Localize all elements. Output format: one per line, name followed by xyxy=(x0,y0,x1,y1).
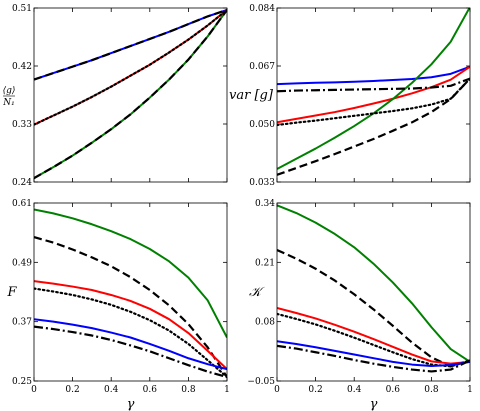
series-line-2 xyxy=(34,9,227,126)
series-line-5 xyxy=(277,77,470,176)
y-tick-label: 0.067 xyxy=(249,62,275,72)
x-tick-label: 1 xyxy=(224,385,230,395)
plot-frame xyxy=(276,202,471,382)
x-tick-label: 0 xyxy=(274,385,280,395)
series-line-3 xyxy=(34,8,227,126)
y-tick-label: 0.61 xyxy=(12,199,32,209)
x-tick-label: 0.6 xyxy=(143,385,158,395)
series-line-2 xyxy=(277,8,470,170)
plot-frame xyxy=(276,7,471,183)
series-line-2 xyxy=(277,307,470,365)
y-tick-label: 0.33 xyxy=(12,120,32,130)
y-tick-label: 0.42 xyxy=(12,62,32,72)
series-line-0 xyxy=(34,208,227,338)
series-group xyxy=(277,204,470,373)
series-group xyxy=(277,8,470,176)
y-tick-label: 0.25 xyxy=(12,377,32,387)
series-line-5 xyxy=(34,9,227,180)
series-line-4 xyxy=(34,9,227,179)
y-tick-label: 0.08 xyxy=(255,318,275,328)
series-line-1 xyxy=(34,8,227,81)
panel-bottom-right: −0.05 0.08 0.21 0.34 0 0.2 0.4 0.6 0.8 1 γ 𝒦 xyxy=(247,199,472,411)
series-line-3 xyxy=(34,287,227,379)
series-line-4 xyxy=(34,318,227,371)
y-tick-label: 0.51 xyxy=(12,4,32,14)
y-tick-label: 0.24 xyxy=(12,178,32,188)
y-tick-label: −0.05 xyxy=(247,377,275,387)
series-line-3 xyxy=(277,77,470,93)
y-axis-label-numerator: ⟨g⟩ xyxy=(3,86,16,96)
x-axis-label: γ xyxy=(127,397,135,411)
series-group xyxy=(34,208,227,379)
panel-top-left: 0.24 0.33 0.42 0.51 ⟨g⟩ N₁ xyxy=(2,4,228,188)
x-tick-label: 0.2 xyxy=(308,385,322,395)
y-axis-label-denominator: N₁ xyxy=(2,98,14,108)
x-tick-label: 0.6 xyxy=(386,385,401,395)
series-group xyxy=(34,8,227,180)
y-axis-label: 𝒦 xyxy=(249,285,265,300)
series-line-1 xyxy=(34,236,227,378)
y-tick-label: 0.37 xyxy=(12,318,32,328)
y-axis-label: F xyxy=(6,285,17,300)
y-tick-label: 0.033 xyxy=(249,178,275,188)
series-line-0 xyxy=(277,204,470,363)
x-tick-label: 0.8 xyxy=(181,385,196,395)
series-line-4 xyxy=(277,340,470,367)
y-tick-label: 0.084 xyxy=(249,4,275,14)
plot-frame xyxy=(33,202,228,382)
x-tick-label: 0.8 xyxy=(424,385,439,395)
x-axis-label: γ xyxy=(370,397,378,411)
y-tick-label: 0.34 xyxy=(255,199,275,209)
series-line-0 xyxy=(277,65,470,86)
series-line-4 xyxy=(277,77,470,127)
x-tick-label: 1 xyxy=(467,385,473,395)
x-tick-label: 0 xyxy=(31,385,37,395)
x-tick-label: 0.2 xyxy=(65,385,79,395)
plot-frame xyxy=(33,7,228,183)
y-tick-label: 0.49 xyxy=(12,258,32,268)
panel-bottom-left: 0.25 0.37 0.49 0.61 0 0.2 0.4 0.6 0.8 1 γ F xyxy=(6,199,229,411)
series-line-1 xyxy=(277,65,470,124)
panel-top-right: 0.033 0.050 0.067 0.084 var [g] xyxy=(229,4,471,188)
series-line-1 xyxy=(277,249,470,368)
x-tick-label: 0.4 xyxy=(347,385,362,395)
y-axis-label: var [g] xyxy=(229,88,274,103)
series-line-2 xyxy=(34,280,227,370)
y-tick-label: 0.21 xyxy=(255,258,275,268)
x-tick-label: 0.4 xyxy=(104,385,119,395)
series-line-5 xyxy=(277,344,470,373)
series-line-5 xyxy=(34,325,227,379)
y-tick-label: 0.050 xyxy=(249,120,275,130)
